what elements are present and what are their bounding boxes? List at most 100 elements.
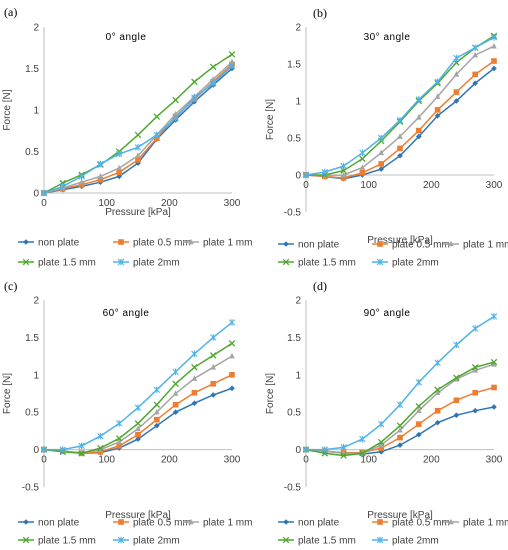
data-point [97, 432, 104, 440]
x-tick-label: 100 [360, 455, 377, 466]
data-point [396, 401, 404, 409]
data-point [302, 446, 310, 453]
series-plate-0-5-mm [41, 61, 235, 196]
x-axis-label: Pressure [kPa] [105, 510, 171, 521]
data-point [228, 340, 236, 347]
data-point [135, 431, 141, 438]
series-plate-2mm [302, 313, 498, 453]
data-point [490, 34, 498, 41]
y-tick-label: 0.5 [25, 408, 39, 419]
legend-label: plate 1 mm [463, 518, 508, 529]
data-point [172, 96, 179, 104]
legend-marker [22, 536, 30, 544]
data-point [340, 175, 347, 181]
x-tick-label: 0 [303, 455, 309, 466]
x-tick-label: 200 [423, 180, 440, 191]
legend-item: plate 0.5 mm [372, 240, 450, 251]
y-tick-label: 0.5 [287, 134, 301, 145]
legend-label: non plate [38, 518, 80, 529]
data-point [116, 438, 122, 445]
data-point [97, 160, 104, 168]
data-point [340, 171, 347, 178]
data-point [209, 63, 217, 71]
data-point [228, 51, 236, 58]
data-point [210, 80, 217, 87]
x-tick-label: 300 [224, 198, 241, 209]
data-point [491, 58, 497, 64]
y-tick-label: 0.5 [25, 147, 39, 158]
data-point [434, 359, 441, 367]
y-tick-label: 1.5 [25, 333, 39, 344]
y-tick-label: 1 [33, 370, 39, 381]
legend-marker [377, 519, 383, 525]
legend-marker [188, 518, 194, 525]
legend-label: non plate [298, 518, 340, 529]
series-non-plate [41, 385, 235, 457]
legend-item: plate 2mm [113, 258, 180, 269]
data-point [153, 386, 160, 394]
series-plate-2mm [40, 319, 236, 453]
data-point [40, 189, 48, 197]
series-non-plate [303, 65, 497, 182]
x-tick-label: 100 [98, 455, 115, 466]
data-point [116, 164, 122, 171]
legend-marker [188, 238, 194, 245]
data-point [210, 380, 216, 387]
data-point [78, 178, 85, 185]
data-point [434, 107, 441, 113]
legend-label: plate 1.5 mm [298, 536, 356, 547]
legend-marker [118, 519, 124, 525]
series-plate-1-mm [41, 58, 235, 196]
y-tick-label: 1.5 [25, 64, 39, 75]
panel-label: (a) [4, 5, 17, 19]
data-point [78, 450, 85, 457]
data-point [153, 401, 161, 408]
data-point [434, 113, 441, 119]
data-point [172, 409, 179, 415]
data-point [191, 400, 198, 407]
data-point [416, 421, 422, 427]
data-point [434, 389, 441, 396]
series-plate-1-5-mm [40, 51, 236, 197]
legend-label: plate 1 mm [203, 238, 252, 249]
data-point [453, 89, 460, 95]
data-point [378, 441, 384, 448]
legend-item: non plate [278, 518, 340, 529]
x-axis-label: Pressure [kPa] [367, 235, 433, 246]
data-point [59, 446, 66, 453]
legend-label: plate 0.5 mm [133, 238, 191, 249]
chart-panel-d: (d) 90° angle -0.5 0 0.5 1 1.5 2 0 100 200 300 Press… [265, 279, 508, 547]
data-point [340, 452, 347, 459]
y-tick-label: 1 [295, 97, 301, 108]
data-point [134, 420, 142, 427]
legend-label: plate 2mm [133, 536, 180, 547]
x-axis-label: Pressure [kPa] [105, 207, 171, 218]
data-point [397, 434, 403, 441]
data-point [378, 134, 385, 142]
x-axis-label: Pressure [kPa] [367, 510, 433, 521]
data-point [491, 361, 497, 367]
legend: non plate plate 0.5 mm plate 1 mm plate 1.5… [18, 518, 252, 547]
data-point [210, 392, 216, 398]
series-line [43, 65, 233, 194]
x-tick-label: 100 [360, 180, 377, 191]
data-point [378, 166, 384, 172]
legend-item: plate 0.5 mm [113, 238, 191, 249]
y-tick-label: 0.5 [287, 408, 301, 419]
data-point [228, 62, 236, 70]
legend-label: plate 0.5 mm [133, 518, 191, 529]
y-axis-label: Force [N] [265, 373, 276, 414]
data-point [340, 444, 347, 451]
series-plate-2mm [40, 62, 236, 197]
data-point [59, 183, 66, 190]
data-point [78, 173, 85, 180]
data-point [97, 176, 104, 183]
chart-title: 90° angle [364, 308, 411, 319]
series-plate-1-5-mm [40, 340, 236, 457]
chart-title: 60° angle [103, 308, 150, 319]
legend: non plate plate 0.5 mm plate 1 mm plate 1.5… [278, 518, 508, 547]
legend-marker [448, 240, 454, 247]
legend-item: plate 2mm [113, 536, 180, 547]
x-tick-label: 200 [423, 455, 440, 466]
y-tick-label: 2 [33, 296, 39, 307]
